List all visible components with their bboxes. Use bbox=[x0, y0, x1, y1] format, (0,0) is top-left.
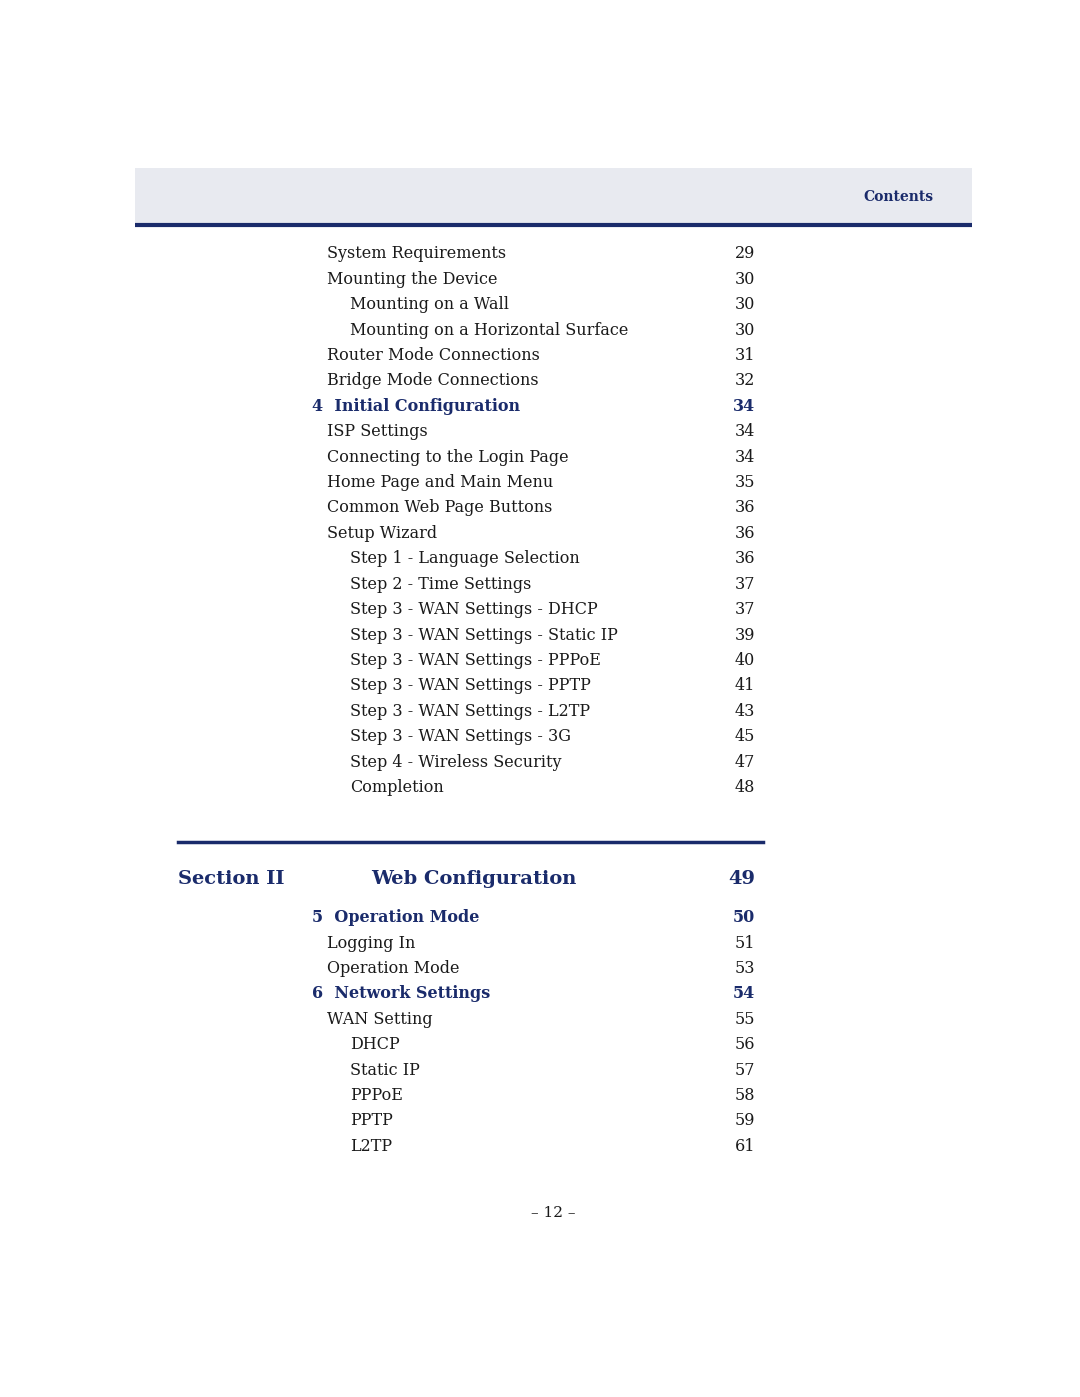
Text: 54: 54 bbox=[732, 985, 755, 1003]
Text: 39: 39 bbox=[734, 626, 755, 644]
Text: Home Page and Main Menu: Home Page and Main Menu bbox=[327, 474, 553, 492]
Text: 49: 49 bbox=[728, 870, 755, 888]
Text: System Requirements: System Requirements bbox=[327, 246, 507, 263]
Bar bbox=[135, 168, 972, 225]
Text: 37: 37 bbox=[734, 601, 755, 617]
Text: Step 2 - Time Settings: Step 2 - Time Settings bbox=[350, 576, 531, 592]
Text: DHCP: DHCP bbox=[350, 1037, 401, 1053]
Text: 53: 53 bbox=[734, 960, 755, 977]
Text: 59: 59 bbox=[734, 1112, 755, 1129]
Text: Step 4 - Wireless Security: Step 4 - Wireless Security bbox=[350, 753, 562, 771]
Text: 41: 41 bbox=[734, 678, 755, 694]
Text: 51: 51 bbox=[734, 935, 755, 951]
Text: Step 3 - WAN Settings - PPTP: Step 3 - WAN Settings - PPTP bbox=[350, 678, 592, 694]
Text: 36: 36 bbox=[734, 550, 755, 567]
Text: Step 3 - WAN Settings - L2TP: Step 3 - WAN Settings - L2TP bbox=[350, 703, 591, 719]
Text: PPTP: PPTP bbox=[350, 1112, 393, 1129]
Text: 34: 34 bbox=[734, 423, 755, 440]
Text: Completion: Completion bbox=[350, 780, 444, 796]
Text: Logging In: Logging In bbox=[327, 935, 416, 951]
Text: Step 3 - WAN Settings - PPPoE: Step 3 - WAN Settings - PPPoE bbox=[350, 652, 602, 669]
Text: 32: 32 bbox=[734, 373, 755, 390]
Text: Section II: Section II bbox=[177, 870, 284, 888]
Text: Step 3 - WAN Settings - Static IP: Step 3 - WAN Settings - Static IP bbox=[350, 626, 619, 644]
Text: 6  Network Settings: 6 Network Settings bbox=[312, 985, 490, 1003]
Text: 30: 30 bbox=[734, 321, 755, 338]
Text: L2TP: L2TP bbox=[350, 1137, 392, 1155]
Text: Common Web Page Buttons: Common Web Page Buttons bbox=[327, 500, 553, 517]
Text: Step 3 - WAN Settings - DHCP: Step 3 - WAN Settings - DHCP bbox=[350, 601, 598, 617]
Text: Step 3 - WAN Settings - 3G: Step 3 - WAN Settings - 3G bbox=[350, 728, 571, 745]
Text: 30: 30 bbox=[734, 296, 755, 313]
Text: 45: 45 bbox=[734, 728, 755, 745]
Text: Setup Wizard: Setup Wizard bbox=[327, 525, 437, 542]
Text: 4  Initial Configuration: 4 Initial Configuration bbox=[312, 398, 519, 415]
Text: Bridge Mode Connections: Bridge Mode Connections bbox=[327, 373, 539, 390]
Text: Mounting the Device: Mounting the Device bbox=[327, 271, 498, 288]
Text: 57: 57 bbox=[734, 1062, 755, 1078]
Text: 50: 50 bbox=[732, 909, 755, 926]
Text: 34: 34 bbox=[734, 448, 755, 465]
Text: ISP Settings: ISP Settings bbox=[327, 423, 428, 440]
Text: 56: 56 bbox=[734, 1037, 755, 1053]
Text: – 12 –: – 12 – bbox=[531, 1206, 576, 1220]
Text: WAN Setting: WAN Setting bbox=[327, 1011, 433, 1028]
Text: 40: 40 bbox=[734, 652, 755, 669]
Text: Operation Mode: Operation Mode bbox=[327, 960, 460, 977]
Text: 36: 36 bbox=[734, 525, 755, 542]
Text: Connecting to the Login Page: Connecting to the Login Page bbox=[327, 448, 569, 465]
Text: 58: 58 bbox=[734, 1087, 755, 1104]
Text: Step 1 - Language Selection: Step 1 - Language Selection bbox=[350, 550, 580, 567]
Text: Router Mode Connections: Router Mode Connections bbox=[327, 346, 540, 365]
Text: Mounting on a Horizontal Surface: Mounting on a Horizontal Surface bbox=[350, 321, 629, 338]
Text: 30: 30 bbox=[734, 271, 755, 288]
Text: 55: 55 bbox=[734, 1011, 755, 1028]
Text: 34: 34 bbox=[733, 398, 755, 415]
Text: 36: 36 bbox=[734, 500, 755, 517]
Text: 48: 48 bbox=[734, 780, 755, 796]
Text: Mounting on a Wall: Mounting on a Wall bbox=[350, 296, 510, 313]
Text: Static IP: Static IP bbox=[350, 1062, 420, 1078]
Text: 31: 31 bbox=[734, 346, 755, 365]
Text: Contents: Contents bbox=[863, 190, 933, 204]
Text: 5  Operation Mode: 5 Operation Mode bbox=[312, 909, 480, 926]
Text: 43: 43 bbox=[734, 703, 755, 719]
Text: PPPoE: PPPoE bbox=[350, 1087, 403, 1104]
Text: 37: 37 bbox=[734, 576, 755, 592]
Text: 61: 61 bbox=[734, 1137, 755, 1155]
Text: Web Configuration: Web Configuration bbox=[372, 870, 577, 888]
Text: 35: 35 bbox=[734, 474, 755, 492]
Text: 47: 47 bbox=[734, 753, 755, 771]
Text: 29: 29 bbox=[734, 246, 755, 263]
